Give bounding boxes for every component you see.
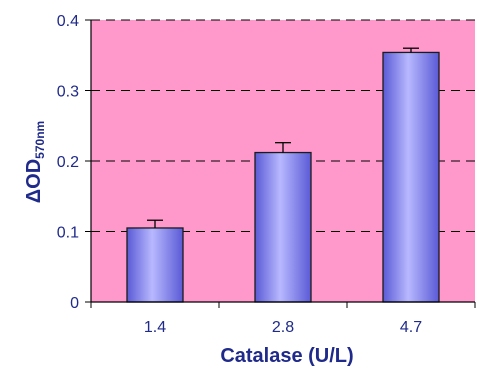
y-tick-label: 0 xyxy=(70,295,79,312)
y-tick-label: 0.1 xyxy=(57,225,79,242)
x-tick-labels: 1.4 2.8 4.7 xyxy=(144,319,422,336)
x-axis-label: Catalase (U/L) xyxy=(220,345,353,367)
bar-2.8 xyxy=(254,151,312,303)
y-tick-label: 0.3 xyxy=(57,84,79,101)
x-tick-label: 1.4 xyxy=(144,319,166,336)
bar-4.7 xyxy=(382,51,440,303)
y-axis-label-main: ΔOD xyxy=(23,159,45,203)
axes xyxy=(85,19,476,308)
bar-1.4 xyxy=(126,227,184,303)
error-bars xyxy=(147,47,419,228)
y-axis-label: ΔOD570nm xyxy=(23,121,47,203)
x-tick-label: 2.8 xyxy=(272,319,294,336)
y-tick-label: 0.2 xyxy=(57,154,79,171)
y-tick-labels: 0 0.1 0.2 0.3 0.4 xyxy=(57,13,79,312)
x-tick-label: 4.7 xyxy=(400,319,422,336)
y-tick-label: 0.4 xyxy=(57,13,79,30)
y-axis-label-subscript: 570nm xyxy=(33,121,47,159)
